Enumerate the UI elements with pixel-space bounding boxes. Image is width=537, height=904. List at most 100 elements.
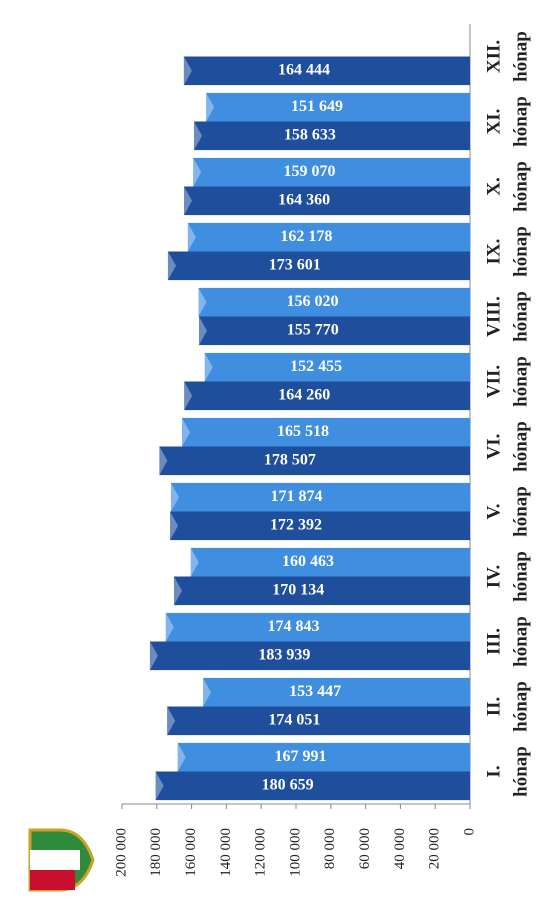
x-tick-label: VI. [483, 434, 504, 460]
bar-tip [170, 482, 179, 512]
x-tick-suffix: hónap [510, 746, 531, 797]
bar-tip [149, 641, 158, 671]
y-tick-label: 200 000 [113, 828, 129, 877]
y-tick-label: 20 000 [427, 828, 443, 869]
bar [170, 482, 470, 512]
x-tick-label: VIII. [483, 296, 504, 337]
value-label: 164 444 [278, 61, 330, 78]
value-label: 167 991 [274, 748, 326, 765]
y-tick-label: 180 000 [148, 828, 164, 877]
value-label: 156 020 [287, 293, 339, 310]
y-tick-label: 60 000 [357, 828, 373, 869]
value-label: 170 134 [272, 581, 324, 598]
value-label: 160 463 [282, 553, 334, 570]
value-label: 172 392 [270, 516, 322, 533]
y-tick-label: 140 000 [218, 828, 234, 877]
x-tick-suffix: hónap [510, 616, 531, 667]
bar-tip [193, 121, 202, 151]
y-tick-label: 120 000 [253, 828, 269, 877]
bar-tip [183, 56, 192, 86]
bar [204, 352, 470, 382]
bar [198, 287, 470, 317]
bar [198, 316, 470, 346]
bar-tip [187, 222, 196, 252]
bar [149, 641, 470, 671]
bar-tip [184, 186, 193, 216]
x-tick-label: I. [483, 765, 504, 777]
x-tick-suffix: hónap [510, 96, 531, 147]
y-tick-label: 0 [461, 828, 477, 836]
bar [183, 56, 471, 86]
bar [173, 576, 471, 606]
x-tick-suffix: hónap [510, 421, 531, 472]
bar-tip [181, 417, 190, 447]
bar-tip [167, 251, 176, 281]
bar-tip [184, 381, 193, 411]
x-tick-suffix: hónap [510, 161, 531, 212]
value-label: 165 518 [277, 423, 329, 440]
x-tick-label: VII. [483, 365, 504, 398]
bar-tip [177, 742, 186, 772]
x-tick-label: III. [483, 628, 504, 655]
value-label: 152 455 [290, 358, 342, 375]
bar-tip [204, 352, 213, 382]
bar [181, 417, 470, 447]
y-tick-label: 100 000 [287, 828, 303, 877]
value-label: 151 649 [291, 98, 343, 115]
bar [193, 121, 470, 151]
x-tick-suffix: hónap [510, 551, 531, 602]
value-label: 155 770 [287, 321, 339, 338]
bar [206, 92, 470, 122]
bar-tip [198, 316, 207, 346]
bar-tip [167, 706, 176, 736]
bar-tip [155, 771, 164, 801]
bar-tip [190, 547, 199, 577]
x-tick-label: IX. [483, 239, 504, 265]
x-tick-suffix: hónap [510, 681, 531, 732]
plot: 0 20 000 40 000 60 000 80 000 100 000 120 000 1… [113, 24, 531, 877]
logo [28, 828, 95, 892]
value-label: 174 051 [268, 711, 320, 728]
bar-tip [206, 92, 215, 122]
bar [177, 742, 471, 772]
bar-tip [203, 677, 212, 707]
bar-tip [159, 446, 168, 476]
bar [187, 222, 471, 252]
x-tick-suffix: hónap [510, 486, 531, 537]
x-tick-suffix: hónap [510, 291, 531, 342]
value-label: 164 260 [278, 386, 330, 403]
x-tick-suffix: hónap [510, 226, 531, 277]
bar [203, 677, 470, 707]
y-tick-label: 80 000 [322, 828, 338, 869]
bar-tip [193, 157, 202, 187]
x-tick-suffix: hónap [510, 356, 531, 407]
bar [193, 157, 470, 187]
bar [184, 381, 471, 411]
y-tick-label: 160 000 [183, 828, 199, 877]
value-label: 173 601 [269, 256, 321, 273]
value-label: 171 874 [271, 488, 323, 505]
bar [184, 186, 470, 216]
bar [155, 771, 470, 801]
value-label: 164 360 [278, 191, 330, 208]
bar [190, 547, 470, 577]
x-tick-label: XI. [483, 109, 504, 135]
x-tick-suffix: hónap [510, 31, 531, 82]
x-tick-label: IV. [483, 565, 504, 588]
x-tick-label: XII. [483, 40, 504, 73]
bar-tip [165, 612, 174, 642]
value-label: 174 843 [268, 618, 320, 635]
value-label: 162 178 [280, 228, 332, 245]
x-tick-label: X. [483, 177, 504, 195]
bar [167, 706, 471, 736]
bar [170, 511, 470, 541]
x-tick-label: V. [483, 503, 504, 519]
value-label: 159 070 [283, 163, 335, 180]
x-tick-label: II. [483, 697, 504, 717]
bar [159, 446, 470, 476]
bar-tip [173, 576, 182, 606]
value-label: 183 939 [258, 646, 310, 663]
value-label: 180 659 [262, 776, 314, 793]
